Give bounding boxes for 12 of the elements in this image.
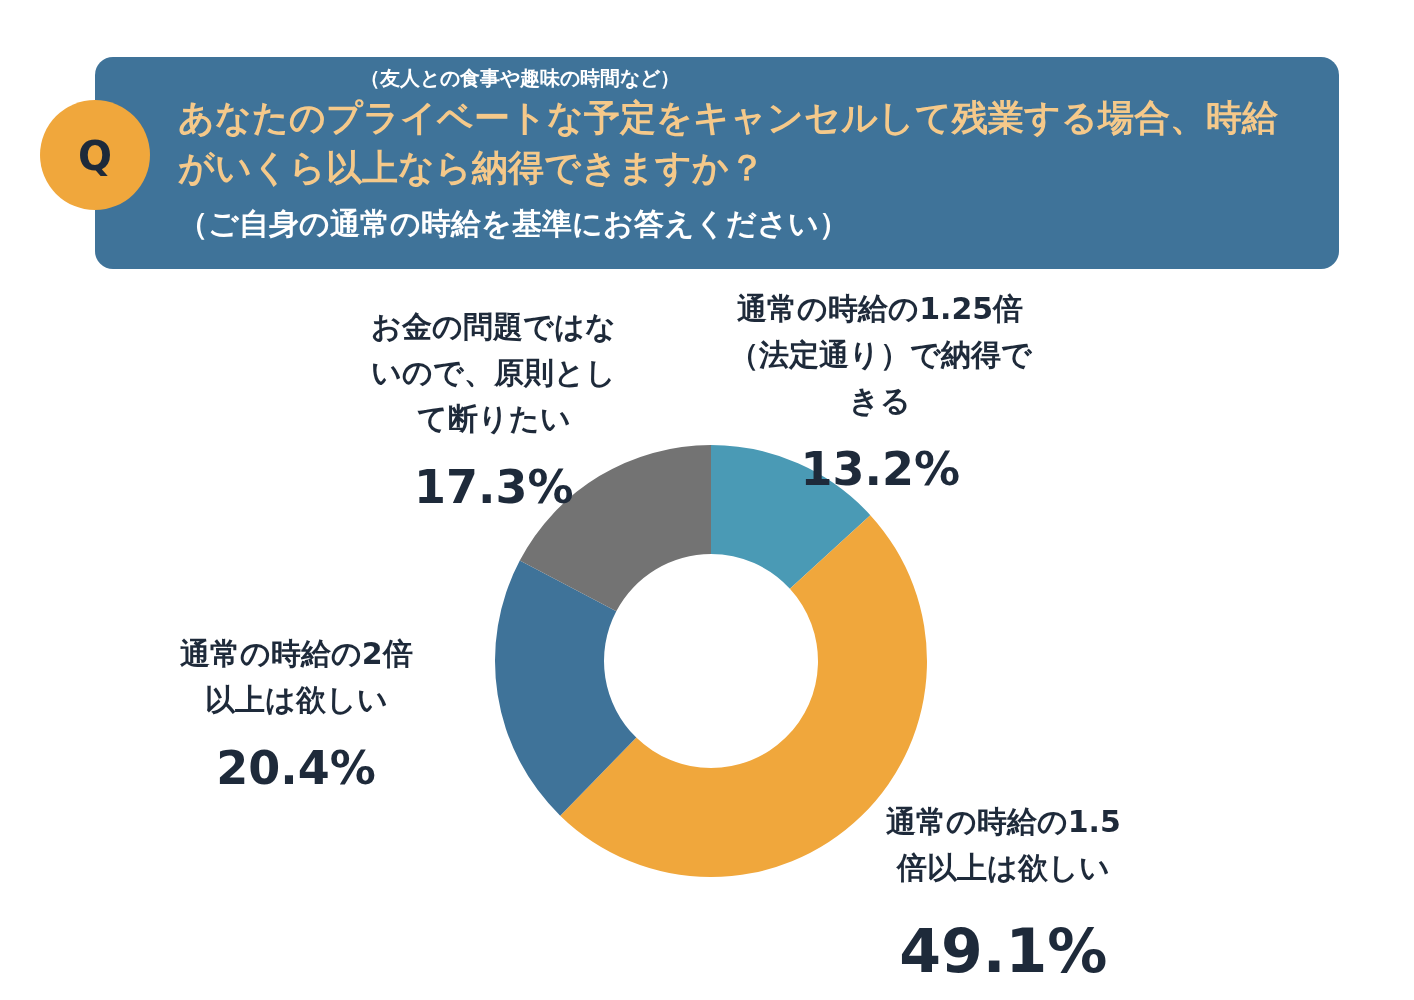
data-label: 49.1% — [899, 916, 1108, 987]
slice-label: 通常の時給の2倍以上は欲しい — [179, 635, 413, 717]
data-label: 13.2% — [800, 442, 961, 497]
slice-label: お金の問題ではないので、原則として断りたい — [371, 309, 617, 437]
text: Q — [77, 133, 113, 179]
data-label: 17.3% — [414, 460, 574, 515]
data-label: 20.4% — [216, 740, 376, 795]
slice-label: 通常の時給の1.25倍（法定通り）で納得できる — [728, 291, 1033, 419]
slice-label: 通常の時給の1.5倍以上は欲しい — [885, 804, 1121, 886]
chart-title: あなたのプライベートな予定をキャンセルして残業する場合、時給がいくら以上なら納得できますか？ — [178, 97, 1279, 188]
text: （友人との食事や趣味の時間など） — [360, 66, 680, 90]
chart-subtitle: （ご自身の通常の時給を基準にお答えください） — [178, 206, 849, 241]
